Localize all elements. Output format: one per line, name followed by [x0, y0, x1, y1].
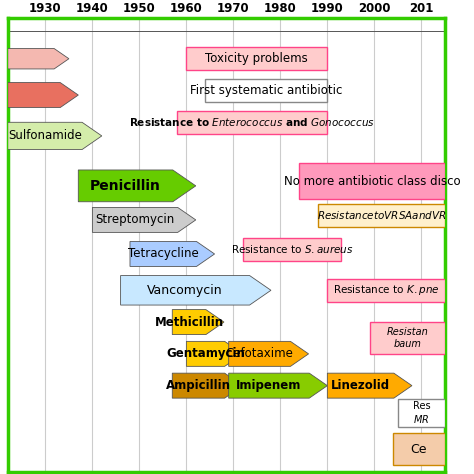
Text: Resistance to $\it{K. pne}$: Resistance to $\it{K. pne}$ [333, 283, 439, 297]
FancyBboxPatch shape [328, 279, 445, 301]
Polygon shape [8, 48, 69, 69]
Text: Vancomycin: Vancomycin [147, 284, 223, 297]
Text: Toxicity problems: Toxicity problems [206, 52, 308, 65]
Text: No more antibiotic class disco: No more antibiotic class disco [283, 175, 460, 188]
Text: Methicillin: Methicillin [155, 316, 224, 328]
FancyBboxPatch shape [398, 399, 445, 427]
FancyBboxPatch shape [299, 163, 445, 200]
Text: Gentamycin: Gentamycin [166, 347, 245, 360]
Polygon shape [228, 373, 328, 398]
Polygon shape [228, 341, 309, 366]
Text: Sulfonamide: Sulfonamide [8, 129, 82, 142]
Polygon shape [8, 82, 78, 108]
Text: Ampicillin: Ampicillin [166, 379, 231, 392]
Text: Penicillin: Penicillin [90, 179, 161, 193]
FancyBboxPatch shape [205, 79, 328, 102]
Text: $\it{Resistance to VRSA and VR}$: $\it{Resistance to VRSA and VR}$ [317, 210, 446, 221]
FancyBboxPatch shape [186, 47, 328, 70]
Polygon shape [130, 241, 215, 266]
Text: Cefotaxime: Cefotaxime [226, 347, 293, 360]
Polygon shape [120, 275, 271, 305]
Text: Resistan
baum: Resistan baum [386, 327, 428, 349]
FancyBboxPatch shape [243, 238, 341, 261]
Polygon shape [8, 122, 102, 149]
Polygon shape [92, 208, 196, 232]
Text: Tetracycline: Tetracycline [128, 247, 199, 261]
Text: Linezolid: Linezolid [331, 379, 390, 392]
FancyBboxPatch shape [177, 111, 328, 134]
Text: Streptomycin: Streptomycin [95, 213, 174, 227]
Text: Res
$\it{MR}$: Res $\it{MR}$ [412, 401, 430, 425]
Polygon shape [78, 170, 196, 202]
Text: First systematic antibiotic: First systematic antibiotic [190, 84, 342, 97]
FancyBboxPatch shape [393, 433, 445, 465]
FancyBboxPatch shape [370, 322, 445, 354]
Polygon shape [186, 341, 243, 366]
Text: Resistance to $\it{S. aureus}$: Resistance to $\it{S. aureus}$ [231, 244, 354, 255]
Text: Resistance to $\it{Enterococcus}$ and $\it{Gonococcus}$: Resistance to $\it{Enterococcus}$ and $\… [129, 116, 375, 128]
Polygon shape [328, 373, 412, 398]
Text: Ce: Ce [411, 443, 427, 456]
Polygon shape [172, 310, 224, 335]
Polygon shape [172, 373, 243, 398]
Text: Imipenem: Imipenem [236, 379, 301, 392]
FancyBboxPatch shape [318, 204, 445, 227]
